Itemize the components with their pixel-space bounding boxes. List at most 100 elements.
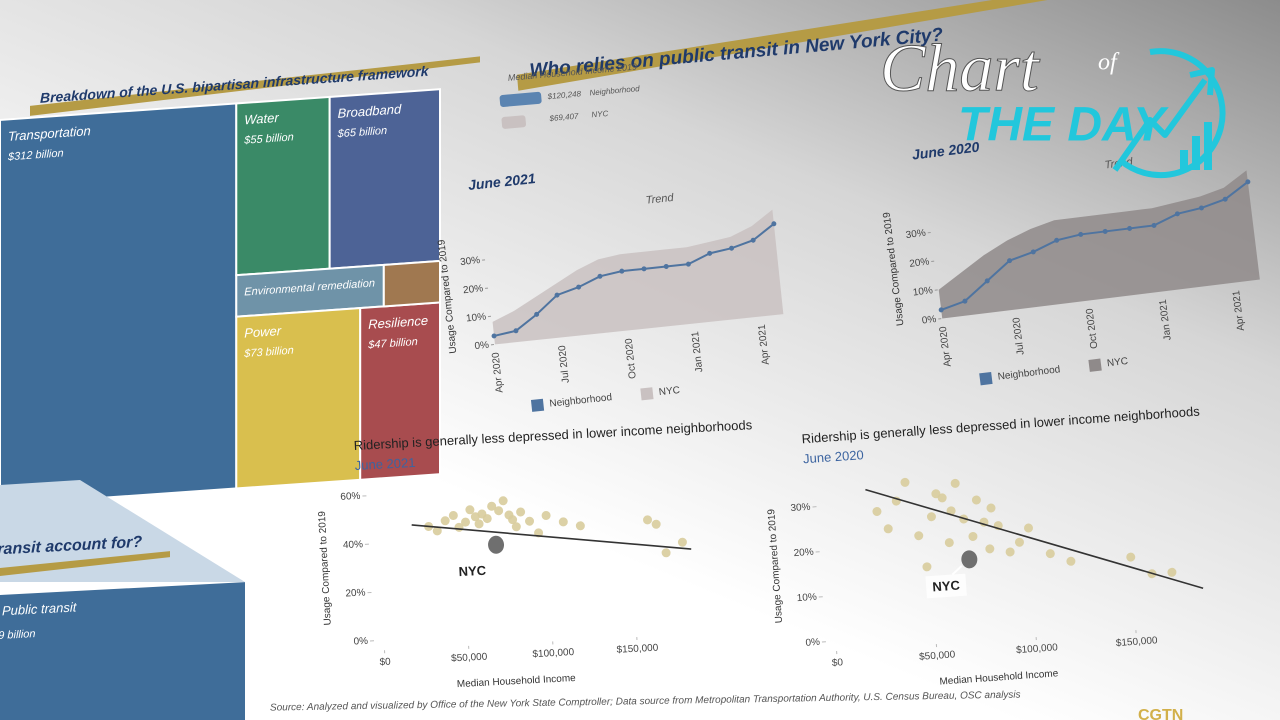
y-tick-label: 10%: [912, 285, 933, 298]
annotation-leader: [478, 550, 490, 561]
point: [872, 506, 882, 516]
cell-value: $39 billion: [0, 628, 36, 643]
nyc-point: [961, 550, 978, 569]
point: [968, 531, 978, 541]
title-underline: [0, 551, 170, 576]
point: [900, 477, 910, 487]
scatter-subtitle: June 2020: [803, 447, 865, 466]
x-tick-label: $150,000: [1116, 635, 1159, 649]
point: [984, 278, 990, 284]
x-tick-label: Oct 2020: [1084, 307, 1100, 349]
point: [944, 538, 954, 548]
x-tick-label: Apr 2020: [490, 351, 505, 393]
point: [513, 328, 519, 334]
y-tick-label: 20%: [909, 256, 930, 269]
bar-value: $69,407: [548, 112, 579, 124]
y-tick-label: 0%: [805, 637, 820, 649]
point: [1245, 179, 1251, 185]
legend-swatch: [979, 371, 993, 386]
line: [493, 223, 775, 337]
y-tick-label: 30%: [905, 228, 926, 241]
bar-category: Neighborhood: [589, 84, 640, 97]
point: [1167, 567, 1177, 577]
point: [661, 548, 671, 558]
treemap-cell: [382, 259, 441, 308]
x-tick-label: $150,000: [616, 643, 659, 656]
point: [575, 521, 585, 531]
x-tick-label: Apr 2021: [1231, 289, 1247, 331]
x-tick-label: Jan 2021: [1158, 298, 1174, 341]
point: [474, 519, 484, 529]
point: [883, 524, 893, 534]
point: [1198, 205, 1204, 211]
y-tick-label: 20%: [793, 547, 814, 559]
x-tick-label: Jul 2020: [557, 344, 572, 383]
point: [460, 517, 470, 527]
cell-name: Public transit: [2, 599, 78, 618]
point: [1023, 523, 1033, 533]
x-tick-label: Apr 2020: [938, 325, 954, 367]
area: [492, 209, 784, 345]
point: [498, 496, 508, 506]
annotation: NYC: [458, 563, 487, 579]
point: [651, 519, 661, 529]
panel-title: June 2021: [467, 170, 536, 193]
legend-swatch: [530, 398, 545, 412]
point: [1030, 249, 1036, 255]
point: [1045, 549, 1055, 559]
point: [971, 495, 981, 505]
logo-chart: Chart: [880, 30, 1041, 106]
legend-label: NYC: [1106, 356, 1128, 369]
y-tick-label: 0%: [353, 636, 368, 648]
y-tick-label: 20%: [463, 283, 484, 296]
point: [1066, 556, 1076, 566]
logo-day: THE DAY: [958, 99, 1169, 152]
treemap-cell: [0, 582, 245, 720]
y-tick-label: 10%: [466, 311, 487, 324]
point: [525, 516, 535, 526]
point: [1007, 258, 1013, 264]
bar-value: $120,248: [546, 89, 582, 101]
logo-ring: [1118, 48, 1226, 179]
point: [750, 237, 756, 243]
point: [729, 245, 735, 251]
point: [432, 526, 442, 536]
legend-label: NYC: [658, 385, 680, 398]
y-tick-label: 20%: [345, 587, 366, 599]
logo: Chart of THE DAY: [880, 29, 1226, 179]
annotation: NYC: [932, 577, 961, 594]
brand: CGTN: [1138, 707, 1183, 720]
point: [914, 531, 924, 541]
trendline: [411, 524, 692, 550]
y-tick-label: 40%: [343, 539, 364, 551]
point: [685, 261, 691, 267]
trend-label: Trend: [645, 192, 675, 207]
point: [494, 506, 504, 516]
point: [922, 562, 932, 572]
point: [985, 544, 995, 554]
x-tick-label: $0: [832, 657, 844, 669]
logo-bar: [1192, 136, 1200, 170]
area: [938, 170, 1260, 319]
logo-arrow: [1112, 67, 1215, 172]
point: [937, 493, 947, 503]
point: [482, 514, 492, 524]
x-tick-label: $50,000: [919, 649, 956, 663]
point: [516, 507, 526, 517]
point: [962, 298, 968, 304]
x-tick-label: Oct 2020: [624, 337, 639, 379]
point: [1222, 196, 1228, 202]
x-tick-label: Jul 2020: [1011, 316, 1027, 355]
title-underline: [30, 56, 480, 116]
logo-bar: [1204, 122, 1212, 170]
point: [448, 511, 458, 521]
funnel: [0, 480, 245, 582]
point: [641, 266, 647, 272]
point: [597, 273, 603, 279]
x-tick-label: $100,000: [532, 647, 575, 660]
point: [511, 522, 521, 532]
point: [1126, 552, 1136, 562]
cell-value: $65 billion: [337, 125, 387, 141]
point: [576, 284, 582, 290]
